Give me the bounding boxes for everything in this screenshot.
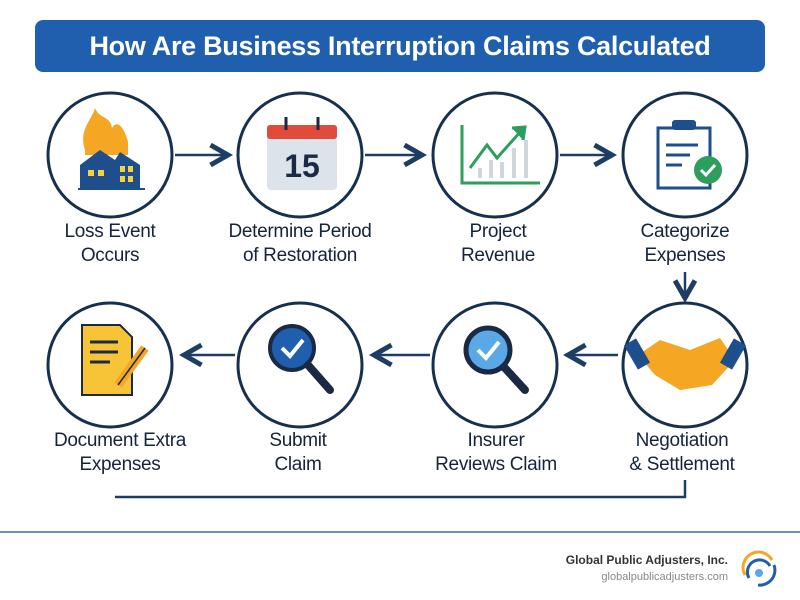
calendar-icon: 15 [267, 117, 337, 190]
company-logo [741, 550, 777, 587]
step-label-1: Loss Event Occurs [64, 221, 156, 266]
step-circle-7 [236, 301, 364, 429]
step-circle-1 [46, 91, 174, 219]
company-name: Global Public Adjusters, Inc. [565, 553, 728, 567]
step-circle-8 [46, 301, 174, 429]
step-circle-6 [431, 301, 559, 429]
clipboard-check-icon [656, 120, 722, 190]
document-pencil-icon [81, 324, 149, 396]
return-line [115, 480, 687, 499]
step-label-3: Project Revenue [461, 221, 535, 266]
step-label-5: Negotiation & Settlement [629, 430, 735, 475]
step-circle-5 [621, 301, 749, 429]
handshake-icon [623, 338, 747, 390]
step-circle-3 [431, 91, 559, 219]
step-circle-4 [621, 91, 749, 219]
step-label-7: Submit Claim [269, 430, 327, 475]
company-url: globalpublicadjusters.com [601, 571, 728, 583]
magnifier-check-icon [268, 324, 334, 394]
burning-building-icon [78, 108, 145, 190]
step-label-4: Categorize Expenses [640, 221, 730, 266]
step-label-8: Document Extra Expenses [53, 430, 187, 475]
page-title: How Are Business Interruption Claims Cal… [35, 20, 765, 72]
step-circle-2 [236, 91, 364, 219]
step-label-2: Determine Period of Restoration [228, 221, 372, 266]
magnifier-check-icon [463, 325, 529, 394]
step-label-6: Insurer Reviews Claim [435, 430, 557, 475]
calendar-day: 15 [284, 148, 320, 184]
growth-chart-icon [460, 125, 540, 185]
